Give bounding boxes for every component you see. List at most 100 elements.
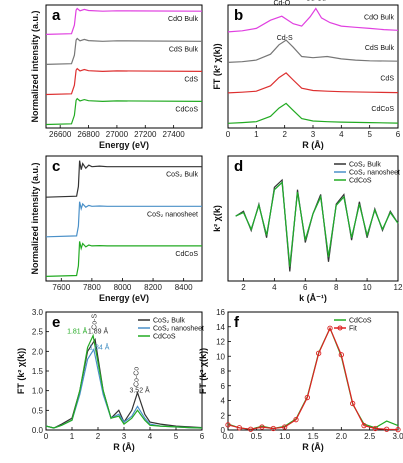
y-tick-label: 10 <box>216 352 225 361</box>
series-line <box>45 333 203 429</box>
annotation: Cd-S <box>277 35 293 42</box>
series-marker <box>236 425 242 431</box>
x-tick-label: 4 <box>148 432 153 441</box>
x-tick-label: 7600 <box>52 283 70 292</box>
series-label: CdCoS <box>371 106 394 113</box>
x-tick-label: 0.5 <box>251 432 263 441</box>
legend-entry: CoS₂ Bulk <box>153 318 185 325</box>
y-axis-label: FT (k² χ(k)) <box>212 43 222 89</box>
x-tick-label: 27400 <box>163 130 186 139</box>
panel-a: 26600 26800 27000 27200 27400 Energy (eV) Norm… <box>30 4 203 150</box>
x-tick-label: 26800 <box>77 130 100 139</box>
panel-letter: b <box>234 7 243 24</box>
legend-marker <box>337 325 343 331</box>
x-tick-label: 0.0 <box>222 432 234 441</box>
x-tick-label: 4 <box>272 283 277 292</box>
series-line <box>45 241 202 277</box>
x-tick-label: 5 <box>367 130 372 139</box>
x-tick-label: 3 <box>311 130 316 139</box>
panel-c: 7600 7800 8000 8200 8400 Energy (eV) Normalize… <box>30 155 203 303</box>
annotation: Cd-O <box>273 0 290 7</box>
annotation: 1.84 Å <box>89 342 110 351</box>
panel-f: 0.0 0.5 1.0 1.5 2.0 2.5 3.0 0 2 4 6 8 10 12 14 16 R (Å) F… <box>198 308 403 452</box>
x-tick-label: 0 <box>226 130 231 139</box>
y-tick-label: 2.0 <box>32 347 44 356</box>
series-line <box>235 178 399 272</box>
y-tick-label: 14 <box>216 323 225 332</box>
axes-frame <box>227 311 399 431</box>
x-tick-label: 7800 <box>83 283 101 292</box>
x-axis-label: R (Å) <box>113 442 135 452</box>
legend-entry: CoS₂ nanosheet <box>153 326 204 333</box>
x-tick-label: 27200 <box>134 130 157 139</box>
y-tick-label: 6 <box>221 382 226 391</box>
series-line <box>227 326 399 430</box>
y-tick-label: 8 <box>221 367 226 376</box>
series-label: CdO Bulk <box>168 16 198 23</box>
x-tick-label: 1 <box>254 130 259 139</box>
series-marker <box>225 422 231 428</box>
y-tick-label: 3.0 <box>32 308 44 317</box>
series-label: CdS <box>380 76 394 83</box>
annotation: Co-Co <box>133 367 140 387</box>
series-marker <box>293 417 299 423</box>
axes-frame <box>227 155 399 282</box>
series-marker <box>248 426 254 432</box>
series-marker <box>384 426 390 432</box>
x-axis-label: k (Å⁻¹) <box>299 293 327 303</box>
series-marker <box>361 422 367 429</box>
x-axis-label: Energy (eV) <box>99 293 149 303</box>
series-label: CdCoS <box>175 251 198 258</box>
series-label: CdS <box>184 76 198 83</box>
y-axis-label: FT (k² χ(k)) <box>198 348 208 394</box>
x-tick-label: 2.5 <box>364 432 376 441</box>
y-tick-label: 12 <box>216 338 225 347</box>
series-marker <box>372 425 378 432</box>
series-line <box>45 67 203 96</box>
y-tick-label: 0.0 <box>32 426 44 435</box>
x-tick-label: 1.5 <box>307 432 319 441</box>
series-marker <box>327 325 333 331</box>
series-line <box>227 102 399 124</box>
annotation: Co-S <box>92 314 99 330</box>
x-tick-label: 2 <box>241 283 246 292</box>
panel-letter: d <box>234 158 243 175</box>
series-line <box>45 37 203 65</box>
annotation: 1.81 Å <box>67 327 88 336</box>
x-tick-label: 2 <box>282 130 287 139</box>
series-line <box>227 72 399 94</box>
panel-e: 0 1 2 3 4 5 6 0.0 0.5 1.0 1.5 2.0 2.5 3.0 R (Å) FT (k² … <box>16 308 205 452</box>
y-tick-label: 2 <box>221 411 226 420</box>
legend-entry: Fit <box>349 326 357 333</box>
legend-entry: CoS₂ Bulk <box>349 162 381 169</box>
series-line <box>227 39 399 63</box>
series-label: CdO Bulk <box>364 15 394 22</box>
series-marker <box>304 394 310 401</box>
y-axis-label: k² χ(k) <box>212 205 222 232</box>
axes-frame <box>45 4 203 129</box>
x-tick-label: 1.0 <box>279 432 291 441</box>
x-tick-label: 2.0 <box>336 432 348 441</box>
y-tick-label: 4 <box>221 397 226 406</box>
series-line <box>235 181 399 267</box>
series-marker <box>395 426 401 433</box>
x-tick-label: 5 <box>174 432 179 441</box>
series-label: CdS Bulk <box>365 45 395 52</box>
series-label: CoS₂ nanosheet <box>147 211 198 218</box>
x-tick-label: 8400 <box>175 283 193 292</box>
series-marker <box>338 352 344 358</box>
x-tick-label: 8200 <box>144 283 162 292</box>
series-line <box>45 97 203 126</box>
annotation: 1.89 Å <box>88 327 109 336</box>
annotation: Cd-Cd <box>306 0 326 2</box>
x-tick-label: 8 <box>334 283 339 292</box>
series-line <box>45 347 203 429</box>
series-line <box>45 337 203 429</box>
x-tick-label: 12 <box>394 283 403 292</box>
x-tick-label: 6 <box>303 283 308 292</box>
series-marker <box>350 400 356 407</box>
x-axis-label: Energy (eV) <box>99 140 149 150</box>
x-tick-label: 1 <box>70 432 75 441</box>
